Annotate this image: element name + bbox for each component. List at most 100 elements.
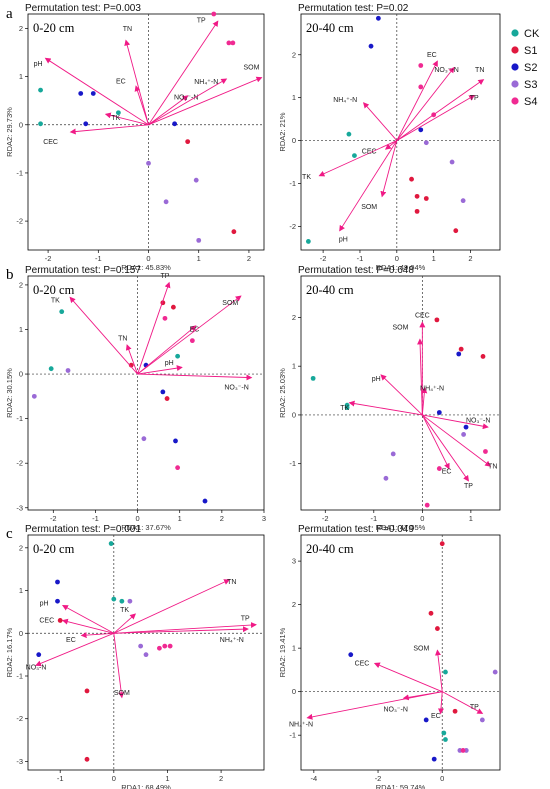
vector-label: CEC xyxy=(415,312,430,319)
vector-arrow xyxy=(396,60,438,141)
vector-arrow xyxy=(124,39,149,125)
legend-marker-s3 xyxy=(511,80,519,88)
sample-point-s3 xyxy=(163,199,169,205)
y-tick-label: -2 xyxy=(16,714,23,723)
sample-point-s1 xyxy=(185,139,191,145)
rda-panel-2: Permutation test: P=0.02 -2 -1 0 1 2 -2 -1 0 1 2 RD… xyxy=(278,3,501,272)
sample-point-s1 xyxy=(414,193,420,199)
vector-label: CEC xyxy=(362,148,377,155)
x-tick-label: 1 xyxy=(197,254,201,263)
vector-label: pH xyxy=(165,360,174,367)
vector-label: EC xyxy=(442,468,452,475)
y-tick-label: 1 xyxy=(292,644,296,653)
x-tick-label: 3 xyxy=(262,514,266,523)
vector-label: pH xyxy=(34,61,43,68)
sample-point-s1 xyxy=(458,346,464,352)
sample-point-s1 xyxy=(84,756,90,762)
vector-arrow xyxy=(35,632,114,667)
panel-title: Permutation test: P=0.001 xyxy=(25,524,141,535)
sample-point-s2 xyxy=(202,498,208,504)
vector-arrow xyxy=(373,662,443,693)
vector-label: CEC xyxy=(39,618,54,625)
vector-arrow xyxy=(306,691,443,720)
sample-point-s1 xyxy=(428,610,434,616)
vector-arrow xyxy=(113,633,125,699)
y-tick-label: -1 xyxy=(289,731,296,740)
vector-arrow xyxy=(113,626,249,634)
sample-point-s1 xyxy=(453,228,459,234)
sample-point-s4 xyxy=(167,643,173,649)
plot-frame xyxy=(300,275,501,511)
sample-point-ck xyxy=(38,87,43,93)
sample-point-ck xyxy=(305,239,311,244)
vector-label: TN xyxy=(227,579,236,586)
vector-arrow xyxy=(44,57,149,126)
vector-label: NH₄⁺-N xyxy=(220,637,244,644)
sample-point-s2 xyxy=(463,424,469,430)
legend-label-s2: S2 xyxy=(524,62,537,74)
vector-label: TK xyxy=(302,174,311,181)
x-tick-label: -4 xyxy=(311,774,318,783)
x-tick-label: 2 xyxy=(219,774,223,783)
vector-label: TP xyxy=(241,615,250,622)
y-tick-label: 1 xyxy=(19,586,23,595)
vector-arrow xyxy=(137,295,242,375)
vector-arrow xyxy=(442,691,484,714)
y-axis-label: RDA2: 16.17% xyxy=(5,627,14,677)
vector-arrow xyxy=(435,649,443,692)
vector-label: CEC xyxy=(355,661,370,668)
vector-label: pH xyxy=(339,236,348,243)
sample-point-s3 xyxy=(193,177,199,183)
vector-label: TK xyxy=(120,607,129,614)
sample-point-s2 xyxy=(83,121,89,127)
y-tick-label: 2 xyxy=(19,280,23,289)
sample-point-s1 xyxy=(57,618,63,623)
vector-label: TK xyxy=(51,298,60,305)
y-tick-label: 1 xyxy=(19,72,23,81)
vector-label: SOM xyxy=(222,300,238,307)
sample-point-s2 xyxy=(90,91,96,96)
x-tick-label: 1 xyxy=(165,774,169,783)
legend: CK S1 S2 S3 S4 xyxy=(511,28,540,108)
legend-label-s3: S3 xyxy=(524,79,537,91)
sample-point-s3 xyxy=(492,669,498,675)
sample-point-s1 xyxy=(452,708,458,714)
sample-point-s1 xyxy=(231,229,237,235)
sample-point-s3 xyxy=(138,643,144,649)
panels-layer: Permutation test: P=0.003 -2 -1 0 1 2 -2 -1 0 1 2 R… xyxy=(5,3,501,789)
y-tick-label: 3 xyxy=(292,557,296,566)
vector-label: SOM xyxy=(361,204,377,211)
sample-point-s1 xyxy=(409,176,414,182)
y-tick-label: -3 xyxy=(16,757,23,766)
vector-arrow xyxy=(61,605,115,634)
sample-point-s2 xyxy=(55,579,60,585)
sample-point-ck xyxy=(443,669,448,675)
panel-letter-c: c xyxy=(6,526,13,542)
sample-point-ck xyxy=(443,737,448,742)
x-tick-label: 0 xyxy=(135,514,139,523)
vector-arrow xyxy=(421,414,450,470)
vector-label: NH₄⁺-N xyxy=(289,721,313,728)
vector-arrow xyxy=(417,338,424,415)
legend-marker-s4 xyxy=(511,97,519,105)
vector-label: CEC xyxy=(43,139,58,146)
sample-point-ck xyxy=(108,541,114,546)
depth-label: 0-20 cm xyxy=(33,283,75,297)
y-tick-label: 0 xyxy=(19,370,23,379)
sample-point-s4 xyxy=(175,465,181,471)
sample-point-s4 xyxy=(162,315,168,321)
y-axis-label: RDA2: 25.03% xyxy=(278,368,287,418)
x-tick-label: -2 xyxy=(375,774,382,783)
x-axis-label: RDA1: 37.67% xyxy=(121,523,171,532)
y-axis-label: RDA2: 30.15% xyxy=(5,368,14,418)
sample-point-s2 xyxy=(418,127,424,133)
sample-point-s3 xyxy=(449,159,455,165)
y-tick-label: 2 xyxy=(292,600,296,609)
sample-point-s1 xyxy=(480,354,486,359)
vector-label: NH₄⁺-N xyxy=(333,97,357,104)
vector-label: NH₄⁺-N xyxy=(420,386,444,393)
y-tick-label: -1 xyxy=(16,414,23,423)
x-tick-label: -1 xyxy=(57,774,64,783)
vector-arrow xyxy=(134,85,149,125)
vector-label: TK xyxy=(111,115,120,122)
